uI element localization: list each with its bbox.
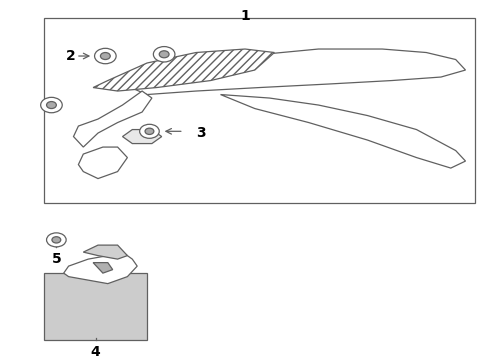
Circle shape: [100, 53, 110, 59]
Text: 3: 3: [196, 126, 206, 140]
Circle shape: [41, 97, 62, 113]
Polygon shape: [122, 49, 466, 95]
Text: 2: 2: [66, 49, 76, 63]
Polygon shape: [93, 49, 274, 91]
Circle shape: [159, 51, 169, 58]
Circle shape: [52, 237, 61, 243]
Polygon shape: [64, 252, 137, 284]
Circle shape: [153, 46, 175, 62]
Polygon shape: [74, 91, 152, 147]
Circle shape: [95, 48, 116, 64]
Polygon shape: [93, 262, 113, 273]
Circle shape: [140, 124, 159, 138]
Polygon shape: [78, 147, 127, 179]
Text: 5: 5: [51, 252, 61, 266]
Bar: [44, 18, 475, 203]
Polygon shape: [122, 130, 162, 144]
Circle shape: [47, 233, 66, 247]
Text: 1: 1: [240, 9, 250, 23]
Polygon shape: [220, 95, 466, 168]
Circle shape: [47, 102, 56, 109]
Bar: [44, 273, 147, 339]
Text: 4: 4: [91, 345, 100, 359]
Polygon shape: [83, 245, 127, 259]
Circle shape: [145, 128, 154, 135]
